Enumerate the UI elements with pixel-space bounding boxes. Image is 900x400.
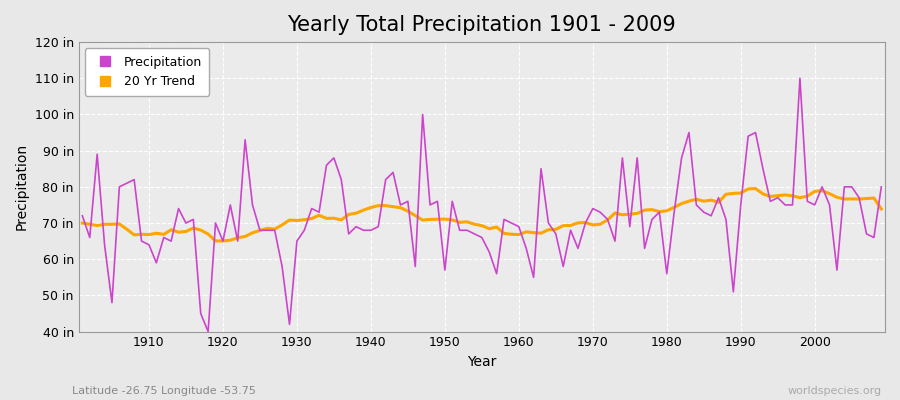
Legend: Precipitation, 20 Yr Trend: Precipitation, 20 Yr Trend [85,48,210,96]
Text: Latitude -26.75 Longitude -53.75: Latitude -26.75 Longitude -53.75 [72,386,256,396]
X-axis label: Year: Year [467,355,497,369]
Text: worldspecies.org: worldspecies.org [788,386,882,396]
Y-axis label: Precipitation: Precipitation [15,143,29,230]
Title: Yearly Total Precipitation 1901 - 2009: Yearly Total Precipitation 1901 - 2009 [287,15,676,35]
